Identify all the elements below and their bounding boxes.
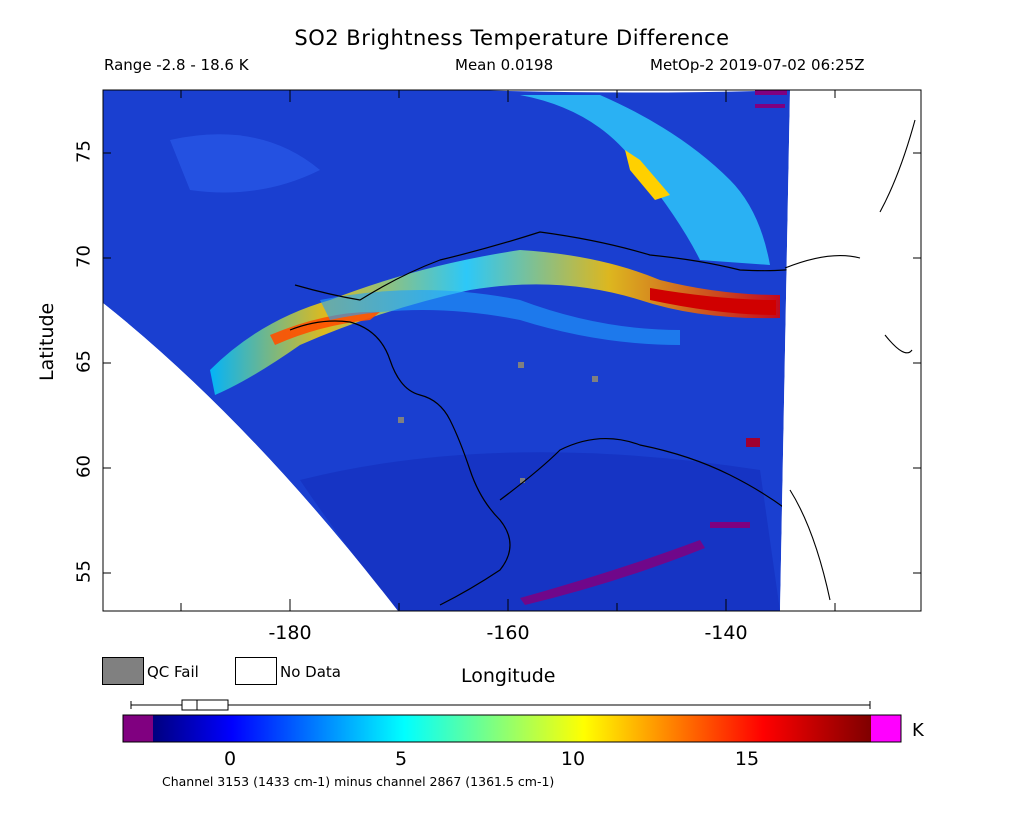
qc-fail-pixel [398, 417, 404, 423]
so2-plume-west [210, 250, 780, 395]
coastline-alaska-north [294, 231, 801, 301]
x-axis-ticks [180, 90, 836, 611]
no-data-label: No Data [280, 663, 341, 681]
colorbar-unit: K [912, 720, 924, 741]
so2-plume-core [270, 311, 380, 345]
qc-fail-label: QC Fail [147, 663, 199, 681]
swath-light-region [170, 134, 320, 193]
x-tick-minus140: -140 [704, 622, 748, 644]
so2-plume-east-core [650, 288, 776, 315]
coastline-alaska-west [289, 320, 511, 606]
mean-readout: Mean 0.0198 [455, 56, 554, 74]
colorbar-tick-0: 0 [223, 748, 237, 770]
satellite-timestamp: MetOp-2 2019-07-02 06:25Z [650, 56, 865, 74]
negative-values-south [520, 540, 705, 605]
colorbar-tick-5: 5 [394, 748, 408, 770]
plot-frame [102, 89, 922, 612]
qc-fail-pixel [520, 478, 525, 483]
hot-pixel [746, 438, 760, 447]
qc-fail-pixel [518, 362, 524, 368]
no-data-east [780, 90, 921, 611]
qc-fail-pixel [592, 376, 598, 382]
colorbar-frame [122, 714, 902, 743]
qc-fail-swatch [102, 657, 144, 685]
colorbar-gradient [153, 715, 871, 742]
so2-plume-mid [320, 290, 680, 345]
negative-values-patch [710, 522, 750, 528]
colorbar-tick-15: 15 [734, 748, 760, 770]
so2-plume-north-hot [625, 150, 670, 200]
no-data-arc [103, 303, 398, 611]
x-axis-label: Longitude [461, 665, 556, 687]
negative-values-north [755, 90, 787, 95]
colorbar-over [871, 715, 901, 742]
coastline-east [784, 119, 916, 601]
so2-plume-north [520, 95, 770, 265]
channel-description: Channel 3153 (1433 cm-1) minus channel 2… [162, 774, 555, 789]
range-readout: Range -2.8 - 18.6 K [104, 56, 249, 74]
swath-dark-region [300, 452, 780, 611]
colorbar-tick-10: 10 [560, 748, 586, 770]
colorbar-under [123, 715, 153, 742]
negative-values-north-2 [755, 104, 785, 108]
no-data-swatch [235, 657, 277, 685]
chart-title: SO2 Brightness Temperature Difference [294, 26, 730, 50]
x-tick-minus180: -180 [268, 622, 312, 644]
x-tick-minus160: -160 [486, 622, 530, 644]
box-plot [181, 699, 229, 711]
y-axis-ticks [103, 152, 921, 574]
